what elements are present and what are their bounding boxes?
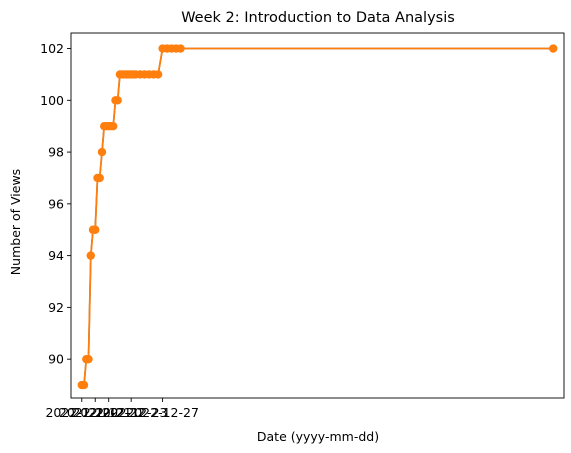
x-tick-label: 2022-12-22 (72, 405, 145, 420)
x-tick-label: 2022-12-27 (126, 405, 199, 420)
y-tick-label: 90 (48, 352, 64, 367)
data-point (91, 225, 100, 234)
x-axis-label: Date (yyyy-mm-dd) (257, 429, 379, 444)
y-tick-label: 94 (48, 248, 64, 263)
data-point (95, 173, 104, 183)
y-tick-label: 92 (48, 300, 64, 315)
series-line-underlay (81, 47, 554, 386)
x-tick-label: 2022-12-20 (45, 405, 118, 420)
data-point (153, 70, 163, 79)
data-point (97, 147, 107, 157)
y-tick-label: 96 (48, 196, 64, 211)
chart-title: Week 2: Introduction to Data Analysis (181, 10, 455, 26)
y-axis-label: Number of Views (8, 169, 23, 275)
y-tick-label: 100 (40, 93, 64, 108)
y-tick-label: 102 (40, 41, 64, 56)
data-point (176, 44, 185, 53)
plot-frame (70, 32, 565, 399)
data-point (113, 96, 122, 105)
data-point (79, 380, 89, 390)
data-point (549, 44, 558, 53)
series-line (81, 47, 554, 387)
plot-area: 90 92 94 96 98 100 102 2022-12-202022-12-212022… (40, 32, 565, 420)
y-tick-label: 98 (48, 145, 64, 160)
data-point (86, 251, 95, 260)
data-point (84, 354, 93, 364)
x-tick-label: 2022-12-23 (95, 405, 168, 420)
data-point (109, 121, 118, 131)
x-tick-label: 2022-12-21 (59, 405, 132, 420)
